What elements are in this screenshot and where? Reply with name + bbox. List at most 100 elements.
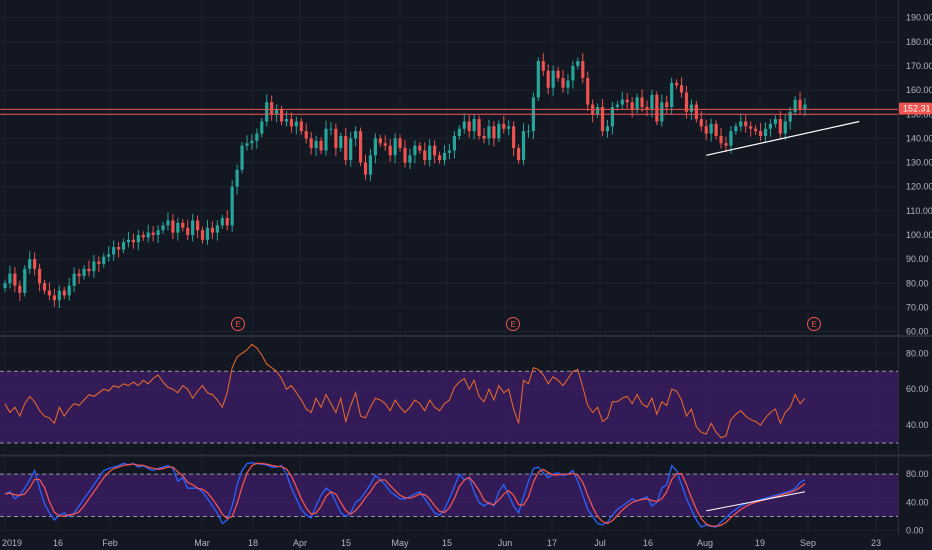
- time-axis-label: 18: [248, 538, 258, 548]
- candle-body: [788, 111, 792, 122]
- candle-body: [694, 104, 698, 120]
- candle-body: [156, 230, 160, 235]
- bearish-candle: [334, 123, 338, 157]
- bullish-candle: [373, 133, 377, 164]
- candle-body: [660, 102, 664, 122]
- bearish-candle: [388, 139, 392, 162]
- candle-body: [675, 82, 679, 86]
- candle-body: [640, 97, 644, 108]
- candle-body: [146, 232, 150, 238]
- candle-body: [684, 92, 689, 112]
- candle-body: [576, 61, 580, 66]
- candle-body: [803, 104, 807, 110]
- bullish-candle: [457, 125, 461, 140]
- candle-body: [52, 295, 56, 301]
- candle-body: [610, 107, 615, 127]
- candle-body: [620, 99, 624, 105]
- bullish-candle: [462, 113, 466, 134]
- bullish-candle: [146, 224, 150, 243]
- candle-body: [512, 126, 516, 149]
- candle-body: [724, 143, 728, 146]
- candle-body: [571, 65, 575, 81]
- candle-body: [437, 155, 442, 161]
- bearish-candle: [714, 120, 718, 140]
- candle-body: [447, 150, 452, 153]
- candle-body: [245, 143, 249, 146]
- bullish-candle: [734, 122, 738, 135]
- candle-body: [670, 82, 674, 108]
- bearish-candle: [186, 219, 190, 241]
- bullish-candle: [220, 214, 224, 229]
- candle-body: [773, 119, 777, 124]
- price-axis[interactable]: 60.00 70.00 80.00 90.00 100.00 110.00 120.00 13…: [899, 13, 932, 536]
- candle-body: [368, 155, 373, 175]
- time-axis-label: 15: [341, 538, 351, 548]
- stochastic-k-line: [4, 462, 806, 528]
- candle-body: [334, 128, 338, 149]
- candle-body: [235, 169, 239, 187]
- candle-body: [82, 268, 86, 277]
- candle-body: [87, 268, 91, 272]
- rsi-series: [4, 343, 806, 439]
- stochastic-series: [4, 462, 806, 528]
- bullish-candle: [739, 113, 743, 132]
- price-tick-label: 190.00: [906, 13, 932, 23]
- bullish-candle: [571, 60, 575, 89]
- bearish-candle: [694, 100, 698, 123]
- bullish-candle: [284, 111, 289, 127]
- candle-body: [309, 138, 313, 149]
- bearish-candle: [754, 125, 758, 135]
- earnings-marker-ring: [807, 317, 821, 331]
- candle-body: [749, 126, 753, 129]
- candle-body: [57, 290, 61, 301]
- candle-body: [793, 99, 797, 112]
- bullish-candle: [709, 118, 713, 142]
- bearish-candle: [225, 210, 229, 231]
- bearish-candle: [433, 140, 437, 164]
- bearish-candle: [37, 263, 42, 292]
- candle-body: [783, 121, 787, 134]
- bullish-candle: [773, 115, 777, 128]
- bearish-candle: [270, 95, 274, 121]
- bullish-candle: [275, 104, 279, 123]
- rsi-tick-label: 60.00: [906, 384, 929, 394]
- bullish-candle: [447, 143, 452, 160]
- price-tick-label: 70.00: [906, 302, 929, 312]
- candle-body: [536, 61, 540, 98]
- candle-body: [47, 290, 52, 296]
- bearish-candle: [778, 111, 782, 139]
- candle-body: [462, 121, 466, 129]
- earnings-marker: E: [807, 317, 821, 331]
- candle-body: [354, 131, 358, 139]
- bearish-candle: [719, 128, 723, 149]
- candle-body: [428, 145, 432, 161]
- candle-body: [279, 109, 284, 122]
- time-axis[interactable]: 2019 16 Feb Mar 18 Apr 15 May 15 Jun 17 Jul 16 Aug 19 S…: [0, 535, 932, 550]
- candle-body: [403, 148, 407, 163]
- candle-body: [319, 140, 323, 151]
- candle-body: [734, 126, 738, 132]
- candle-body: [260, 121, 264, 134]
- bullish-candle: [339, 132, 343, 152]
- candle-body: [418, 145, 422, 151]
- bearish-candle: [200, 226, 205, 244]
- bullish-candle: [576, 57, 580, 70]
- candle-body: [763, 128, 768, 136]
- bullish-candle: [57, 285, 61, 309]
- bearish-candle: [423, 142, 427, 166]
- bearish-candle: [586, 71, 590, 112]
- bullish-candle: [507, 119, 511, 136]
- candle-body: [161, 225, 165, 231]
- bullish-candle: [408, 148, 412, 170]
- bullish-candle: [245, 135, 249, 151]
- bullish-candle: [240, 142, 244, 174]
- bearish-candle: [684, 85, 689, 119]
- candle-body: [719, 135, 723, 144]
- time-axis-label: Feb: [102, 538, 118, 548]
- candle-body: [62, 290, 66, 296]
- candle-body: [551, 70, 555, 88]
- candle-body: [408, 155, 412, 163]
- price-tick-label: 180.00: [906, 37, 932, 47]
